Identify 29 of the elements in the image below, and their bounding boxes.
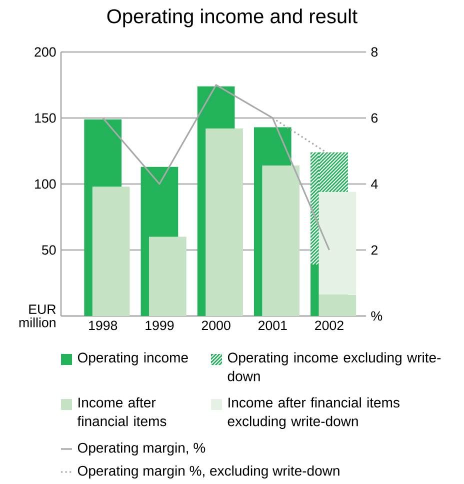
- bar: [206, 128, 243, 316]
- y-tick-label: EUR million: [19, 304, 56, 328]
- y-tick-label: 200: [34, 47, 56, 57]
- y-tick-label: 100: [35, 179, 56, 189]
- bar: [318, 192, 356, 295]
- legend-label: Operating income excluding write-down: [228, 352, 441, 382]
- x-tick-label: 1999: [146, 320, 174, 330]
- x-tick-label: 2001: [258, 320, 287, 330]
- y-tick-label: 150: [35, 113, 56, 123]
- legend-label: Income after financial items: [77, 397, 166, 426]
- x-tick-label: 1998: [89, 320, 118, 330]
- legend-label: Operating margin, %: [78, 442, 206, 456]
- y2-tick-label: %: [371, 311, 382, 321]
- chart-title: Operating income and result: [107, 8, 358, 28]
- legend-label: Operating margin %, excluding write-down: [78, 465, 340, 479]
- legend-label: Income after financial items excluding write-down: [228, 397, 400, 429]
- x-tick-label: 2002: [315, 320, 344, 330]
- legend-label: Operating income: [78, 352, 188, 366]
- y2-tick-label: 2: [371, 245, 378, 255]
- line-series: [102, 84, 330, 251]
- bar: [262, 166, 300, 316]
- bar: [148, 236, 186, 316]
- y-tick-label: 50: [42, 245, 56, 255]
- y2-tick-label: 8: [371, 47, 378, 57]
- y2-tick-label: 4: [371, 179, 378, 189]
- x-tick-label: 2000: [202, 320, 230, 330]
- y2-tick-label: 6: [371, 113, 378, 123]
- bar: [92, 186, 130, 316]
- bar: [318, 294, 356, 316]
